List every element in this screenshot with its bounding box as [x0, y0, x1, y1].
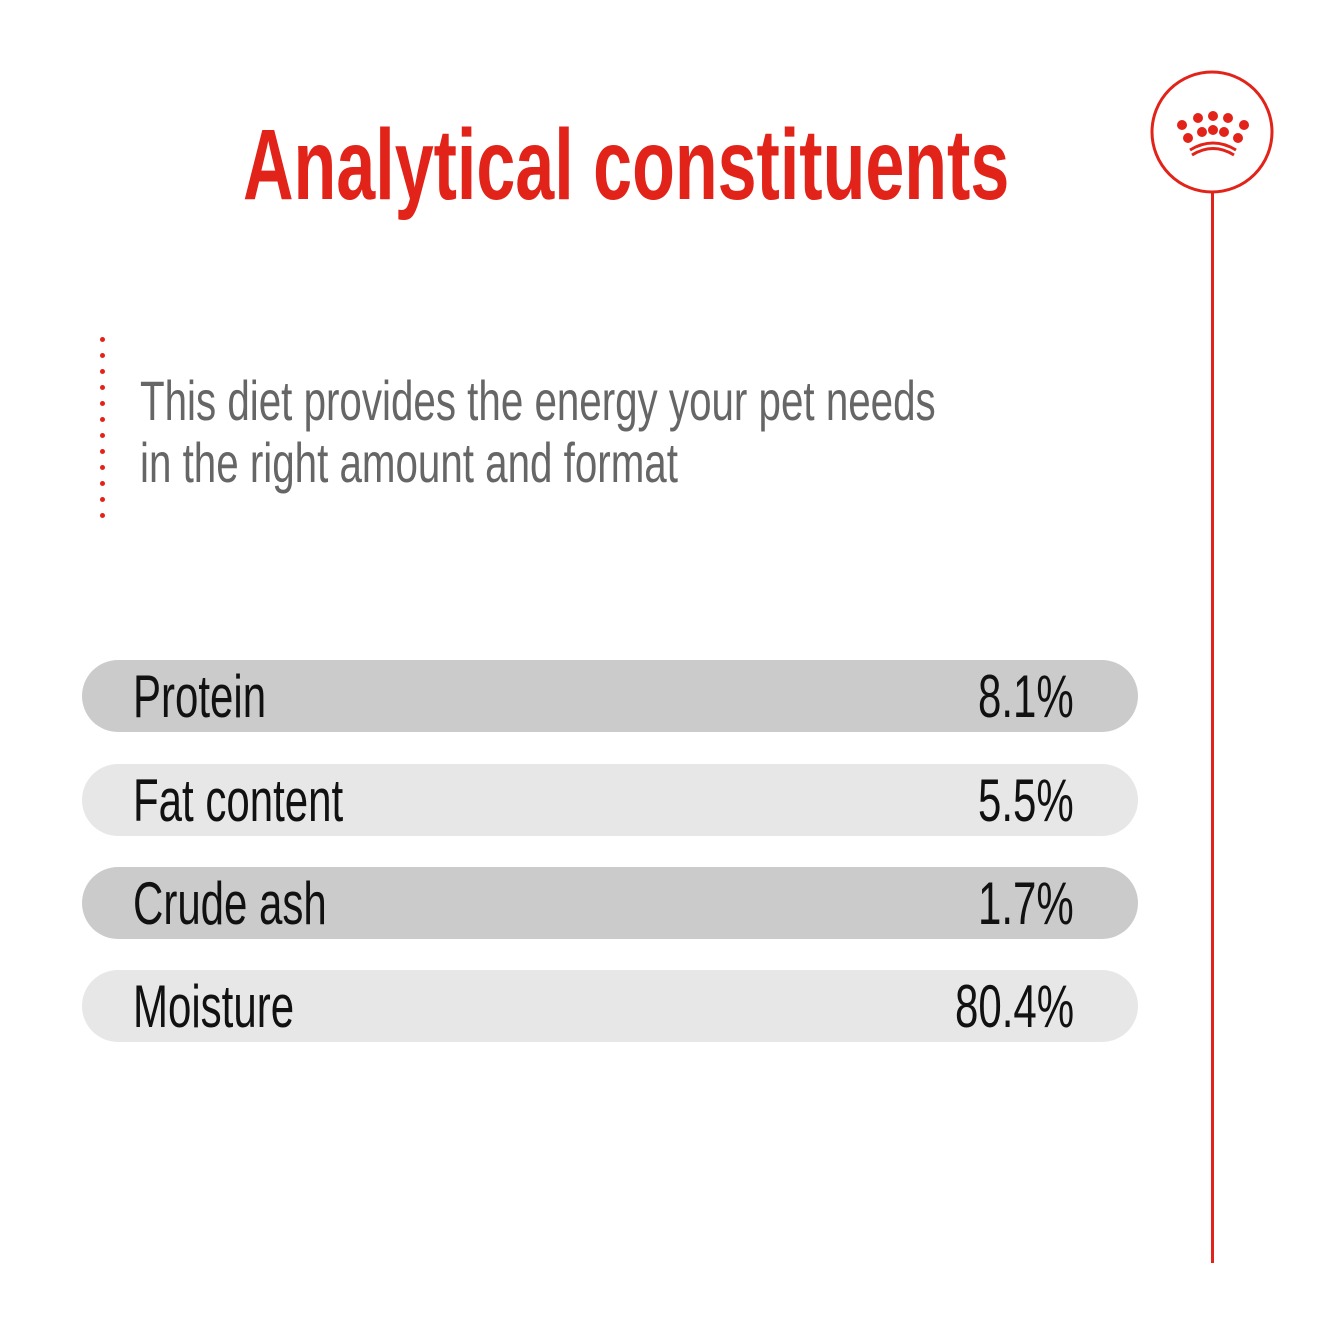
constituent-label: Protein — [133, 663, 267, 730]
constituent-label: Moisture — [133, 973, 295, 1040]
dotted-divider — [100, 337, 106, 529]
constituent-value: 5.5% — [978, 767, 1074, 834]
crown-icon — [1150, 70, 1274, 194]
description: This diet provides the energy your pet n… — [140, 370, 1245, 494]
constituent-value: 80.4% — [954, 973, 1074, 1040]
description-line: This diet provides the energy your pet n… — [140, 369, 936, 432]
constituent-row-protein: Protein 8.1% — [82, 660, 1138, 732]
constituent-row-ash: Crude ash 1.7% — [82, 867, 1138, 939]
description-line: in the right amount and format — [140, 431, 678, 494]
page-title: Analytical constituents — [243, 109, 1010, 221]
constituent-row-moisture: Moisture 80.4% — [82, 970, 1138, 1042]
constituent-label: Fat content — [133, 767, 344, 834]
constituent-label: Crude ash — [133, 870, 327, 937]
vertical-divider-line — [1211, 193, 1214, 1263]
constituent-row-fat: Fat content 5.5% — [82, 764, 1138, 836]
constituent-value: 1.7% — [978, 870, 1074, 937]
constituent-value: 8.1% — [978, 663, 1074, 730]
